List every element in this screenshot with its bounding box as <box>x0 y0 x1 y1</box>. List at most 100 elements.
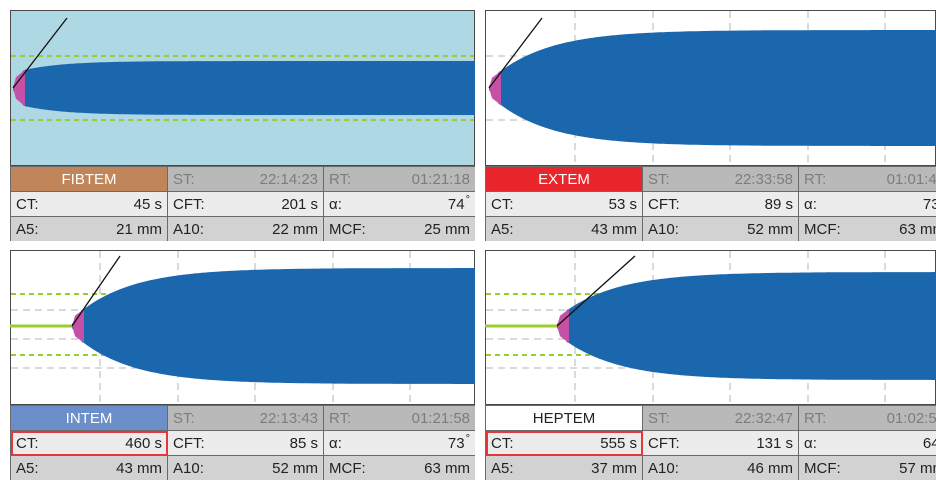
run-time-label: RT: <box>804 171 826 188</box>
amplitude-5-value: 43 mm <box>591 221 637 238</box>
alpha-angle-label: α: <box>329 435 342 452</box>
start-time-label: ST: <box>648 410 670 427</box>
alpha-angle-cell: α: 74° <box>324 192 475 217</box>
amplitude-10-cell: A10: 52 mm <box>643 217 799 242</box>
start-time-value: 22:13:43 <box>260 410 318 427</box>
test-name-badge[interactable]: EXTEM <box>486 167 643 192</box>
max-clot-firmness-cell: MCF: 25 mm <box>324 217 475 242</box>
clotting-time-cell: CT: 555 s <box>486 431 643 456</box>
amplitude-5-label: A5: <box>491 221 514 238</box>
amplitude-5-label: A5: <box>16 460 39 477</box>
amplitude-10-value: 22 mm <box>272 221 318 238</box>
clotting-time-label: CT: <box>491 435 514 452</box>
max-clot-firmness-label: MCF: <box>804 221 841 238</box>
max-clot-firmness-label: MCF: <box>329 221 366 238</box>
fibtem-trace-plot[interactable] <box>10 10 475 166</box>
amplitude-5-value: 37 mm <box>591 460 637 477</box>
start-time-value: 22:33:58 <box>735 171 793 188</box>
amplitude-10-cell: A10:46 mm <box>643 456 799 480</box>
clot-formation-time-value: 131 s <box>756 435 793 452</box>
degree-symbol: ° <box>466 194 470 206</box>
amplitude-5-cell: A5: 43 mm <box>486 217 643 242</box>
start-time-label: ST: <box>173 410 195 427</box>
alpha-angle-value: 74° <box>448 196 470 213</box>
clot-formation-time-cell: CFT: 85 s <box>168 431 324 456</box>
max-clot-firmness-value: 63 mm <box>899 221 936 238</box>
intem-results-table: INTEM ST: 22:13:43 RT:01:21:58 CT: 460 s CFT: 8… <box>10 405 475 480</box>
start-time-cell: ST: 22:32:47 <box>643 406 799 431</box>
max-clot-firmness-cell: MCF: 63 mm <box>799 217 936 242</box>
amplitude-10-value: 52 mm <box>272 460 318 477</box>
extem-results-table: EXTEM ST: 22:33:58 RT: 01:01:44 CT: 53 s CFT: 89… <box>485 166 936 241</box>
max-clot-firmness-label: MCF: <box>804 460 841 477</box>
test-name-badge[interactable]: FIBTEM <box>11 167 168 192</box>
clot-formation-time-cell: CFT:131 s <box>643 431 799 456</box>
alpha-angle-value: 64° <box>923 435 936 452</box>
extem-panel: EXTEM ST: 22:33:58 RT: 01:01:44 CT: 53 s CFT: 89… <box>485 10 936 241</box>
alpha-angle-cell: α: 64° <box>799 431 936 456</box>
heptem-panel: HEPTEM ST: 22:32:47 RT: 01:02:54 CT: 555 s CFT:… <box>485 250 936 480</box>
run-time-cell: RT:01:21:18 <box>324 167 475 192</box>
heptem-results-table: HEPTEM ST: 22:32:47 RT: 01:02:54 CT: 555 s CFT:… <box>485 405 936 480</box>
amplitude-5-cell: A5:43 mm <box>11 456 168 480</box>
start-time-value: 22:32:47 <box>735 410 793 427</box>
run-time-value: 01:02:54 <box>887 410 936 427</box>
max-clot-firmness-value: 25 mm <box>424 221 470 238</box>
clotting-time-cell: CT:45 s <box>11 192 168 217</box>
amplitude-5-cell: A5: 37 mm <box>486 456 643 480</box>
amplitude-10-cell: A10: 22 mm <box>168 217 324 242</box>
clot-formation-time-cell: CFT:201 s <box>168 192 324 217</box>
alpha-angle-value: 73° <box>923 196 936 213</box>
max-clot-firmness-value: 63 mm <box>424 460 470 477</box>
clotting-time-value: 460 s <box>125 435 162 452</box>
start-time-cell: ST:22:14:23 <box>168 167 324 192</box>
intem-panel: INTEM ST: 22:13:43 RT:01:21:58 CT: 460 s CFT: 8… <box>10 250 475 480</box>
clot-amplitude-shape <box>72 268 475 384</box>
heptem-trace-plot[interactable] <box>485 250 936 405</box>
run-time-cell: RT:01:21:58 <box>324 406 475 431</box>
run-time-value: 01:01:44 <box>887 171 936 188</box>
max-clot-firmness-value: 57 mm <box>899 460 936 477</box>
clot-amplitude-shape <box>489 30 936 146</box>
amplitude-10-label: A10: <box>173 221 204 238</box>
amplitude-10-value: 52 mm <box>747 221 793 238</box>
max-clot-firmness-label: MCF: <box>329 460 366 477</box>
degree-symbol: ° <box>466 433 470 445</box>
intem-trace-plot[interactable] <box>10 250 475 405</box>
amplitude-5-cell: A5:21 mm <box>11 217 168 242</box>
clot-formation-time-value: 85 s <box>290 435 318 452</box>
clotting-time-value: 555 s <box>600 435 637 452</box>
alpha-angle-label: α: <box>329 196 342 213</box>
run-time-cell: RT: 01:02:54 <box>799 406 936 431</box>
clot-amplitude-shape <box>13 61 475 115</box>
test-name-badge[interactable]: HEPTEM <box>486 406 643 431</box>
alpha-angle-label: α: <box>804 196 817 213</box>
clot-formation-time-label: CFT: <box>173 196 205 213</box>
amplitude-5-label: A5: <box>491 460 514 477</box>
clot-formation-time-value: 89 s <box>765 196 793 213</box>
amplitude-10-label: A10: <box>648 221 679 238</box>
start-time-label: ST: <box>648 171 670 188</box>
run-time-label: RT: <box>804 410 826 427</box>
clot-formation-time-label: CFT: <box>648 196 680 213</box>
clot-formation-time-cell: CFT: 89 s <box>643 192 799 217</box>
start-time-cell: ST: 22:13:43 <box>168 406 324 431</box>
run-time-label: RT: <box>329 410 351 427</box>
clotting-time-label: CT: <box>16 435 39 452</box>
clotting-time-label: CT: <box>491 196 514 213</box>
run-time-label: RT: <box>329 171 351 188</box>
test-name-badge[interactable]: INTEM <box>11 406 168 431</box>
clotting-time-cell: CT: 53 s <box>486 192 643 217</box>
clotting-time-value: 53 s <box>609 196 637 213</box>
run-time-cell: RT: 01:01:44 <box>799 167 936 192</box>
clot-formation-time-label: CFT: <box>173 435 205 452</box>
alpha-angle-cell: α:73° <box>324 431 475 456</box>
alpha-angle-label: α: <box>804 435 817 452</box>
start-time-label: ST: <box>173 171 195 188</box>
amplitude-10-label: A10: <box>173 460 204 477</box>
max-clot-firmness-cell: MCF: 63 mm <box>324 456 475 480</box>
alpha-angle-cell: α: 73° <box>799 192 936 217</box>
extem-trace-plot[interactable] <box>485 10 936 166</box>
